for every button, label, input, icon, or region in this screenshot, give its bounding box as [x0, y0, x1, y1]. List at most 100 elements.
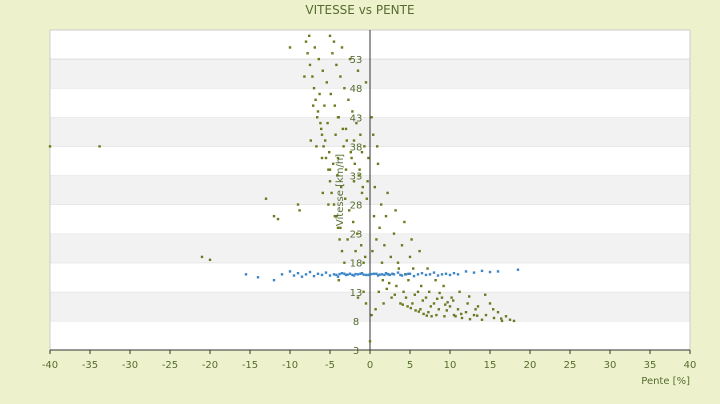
- data-point: [308, 63, 312, 67]
- data-point: [364, 81, 368, 84]
- data-point: [312, 274, 316, 278]
- y-tick-label: 28: [350, 201, 363, 212]
- data-point: [371, 249, 374, 253]
- data-point: [426, 267, 429, 270]
- data-point: [308, 270, 312, 274]
- data-point: [444, 272, 448, 275]
- data-point: [403, 220, 406, 224]
- x-tick-label: -25: [162, 360, 178, 371]
- data-point: [488, 302, 492, 305]
- data-point: [330, 191, 333, 195]
- data-point: [395, 284, 398, 288]
- data-point: [346, 273, 349, 276]
- data-point: [304, 273, 308, 276]
- data-point: [332, 162, 335, 166]
- data-point: [303, 75, 306, 78]
- data-point: [352, 139, 356, 142]
- data-point: [402, 290, 405, 294]
- data-point: [385, 287, 388, 291]
- data-point: [496, 270, 500, 273]
- data-point: [474, 308, 477, 311]
- data-point: [414, 309, 417, 312]
- data-point: [208, 258, 212, 262]
- data-point: [335, 273, 338, 277]
- data-point: [500, 317, 503, 320]
- data-point: [367, 156, 370, 160]
- data-point: [336, 174, 339, 177]
- data-point: [420, 272, 424, 275]
- x-tick-label: 0: [367, 360, 373, 371]
- data-point: [500, 319, 504, 323]
- data-point: [341, 127, 344, 131]
- data-point: [393, 293, 396, 296]
- data-point: [351, 110, 354, 113]
- data-point: [317, 57, 320, 61]
- data-point: [355, 121, 358, 125]
- data-point: [496, 310, 500, 314]
- data-point: [333, 104, 336, 107]
- data-point: [300, 275, 304, 278]
- data-point: [468, 295, 471, 298]
- data-point: [378, 273, 381, 276]
- data-point: [321, 69, 324, 72]
- data-point: [332, 273, 336, 276]
- data-point: [417, 310, 420, 313]
- data-point: [316, 116, 319, 119]
- data-point: [370, 116, 373, 119]
- data-point: [390, 296, 393, 299]
- data-point: [337, 278, 340, 282]
- data-point: [472, 271, 476, 274]
- data-point: [460, 316, 464, 320]
- data-point: [392, 232, 396, 235]
- data-point: [396, 261, 400, 264]
- data-point: [98, 145, 101, 148]
- data-point: [440, 296, 444, 299]
- data-point: [324, 139, 327, 142]
- data-point: [370, 272, 373, 276]
- data-point: [324, 271, 328, 274]
- data-point: [492, 308, 495, 311]
- data-point: [476, 314, 479, 317]
- data-point: [488, 270, 492, 274]
- data-point: [321, 191, 324, 195]
- data-point: [458, 290, 461, 294]
- data-point: [343, 261, 346, 264]
- data-point: [428, 273, 432, 276]
- data-point: [428, 290, 431, 294]
- data-point: [354, 249, 357, 253]
- x-tick-labels: -40 -35 -30 -25 -20 -15 -10 -5 0 5 10 15 20 25 30 35 40: [42, 350, 696, 371]
- data-point: [375, 238, 378, 241]
- data-point: [372, 133, 375, 136]
- data-point: [472, 313, 476, 317]
- data-point: [377, 290, 380, 294]
- data-point: [388, 281, 391, 285]
- data-point: [452, 313, 456, 317]
- data-point: [306, 52, 309, 55]
- data-point: [333, 214, 336, 218]
- data-point: [280, 273, 284, 276]
- data-point: [356, 273, 360, 276]
- data-point: [456, 308, 460, 311]
- data-point: [480, 318, 484, 321]
- data-point: [360, 272, 364, 275]
- data-point: [456, 273, 460, 276]
- data-point: [408, 255, 412, 259]
- data-point: [448, 273, 452, 277]
- data-point: [349, 150, 352, 154]
- data-point: [419, 308, 422, 311]
- data-point: [384, 272, 388, 275]
- data-point: [343, 86, 346, 90]
- data-point: [334, 133, 337, 136]
- data-point: [386, 191, 389, 195]
- data-point: [468, 317, 472, 321]
- data-point: [401, 303, 404, 306]
- data-point: [492, 316, 496, 320]
- data-point: [359, 272, 362, 275]
- data-point: [421, 299, 424, 302]
- data-point: [362, 261, 365, 264]
- data-point: [356, 69, 360, 72]
- data-point: [244, 273, 248, 276]
- data-point: [319, 121, 322, 125]
- data-point: [356, 296, 360, 299]
